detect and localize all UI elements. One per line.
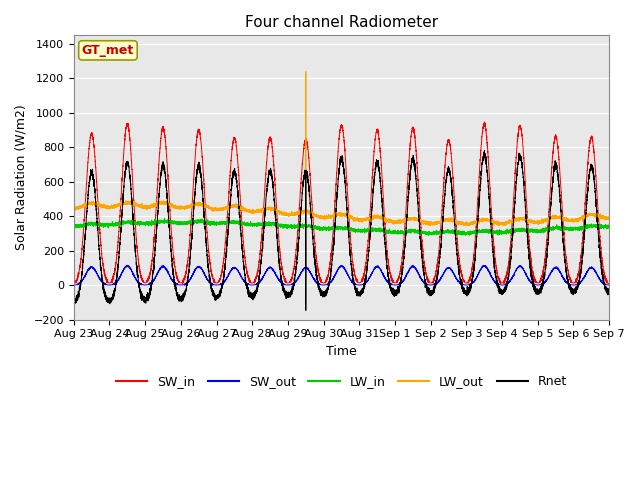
SW_in — [576, 260, 584, 265]
Line: SW_in: SW_in — [74, 122, 609, 284]
LW_out — [302, 69, 310, 74]
Line: LW_out: LW_out — [74, 72, 609, 226]
LW_in — [577, 226, 584, 231]
SW_in — [605, 281, 613, 287]
SW_in — [476, 157, 484, 163]
SW_out — [477, 267, 484, 273]
LW_out — [323, 214, 331, 219]
X-axis label: Time: Time — [326, 345, 357, 358]
SW_out — [461, 282, 469, 288]
Line: LW_in: LW_in — [74, 218, 609, 235]
SW_in — [323, 274, 331, 279]
Y-axis label: Solar Radiation (W/m2): Solar Radiation (W/m2) — [15, 105, 28, 251]
Rnet — [481, 148, 488, 154]
Rnet — [461, 288, 469, 294]
SW_in — [481, 119, 488, 125]
Line: SW_out: SW_out — [74, 265, 609, 285]
LW_out — [583, 213, 591, 218]
Rnet — [302, 308, 310, 313]
Rnet — [476, 184, 484, 190]
LW_out — [70, 205, 77, 211]
SW_out — [323, 282, 331, 288]
LW_in — [583, 222, 591, 228]
LW_in — [323, 226, 331, 232]
SW_in — [252, 276, 260, 281]
Rnet — [70, 299, 77, 304]
LW_out — [477, 216, 484, 222]
LW_in — [161, 216, 168, 221]
Line: Rnet: Rnet — [74, 151, 609, 311]
LW_in — [252, 221, 260, 227]
LW_in — [477, 228, 484, 233]
Text: GT_met: GT_met — [82, 44, 134, 57]
LW_in — [466, 232, 474, 238]
Title: Four channel Radiometer: Four channel Radiometer — [245, 15, 438, 30]
SW_in — [461, 280, 469, 286]
LW_out — [605, 215, 613, 221]
Rnet — [583, 196, 591, 202]
LW_out — [461, 220, 469, 226]
SW_out — [577, 279, 584, 285]
Rnet — [605, 288, 613, 293]
LW_out — [577, 216, 584, 222]
SW_out — [252, 282, 260, 288]
Rnet — [252, 289, 260, 295]
SW_out — [605, 282, 613, 288]
SW_out — [124, 263, 131, 268]
SW_out — [209, 282, 216, 288]
SW_in — [70, 281, 77, 287]
LW_out — [460, 223, 468, 228]
LW_out — [252, 208, 260, 214]
Legend: SW_in, SW_out, LW_in, LW_out, Rnet: SW_in, SW_out, LW_in, LW_out, Rnet — [111, 370, 572, 393]
LW_in — [605, 222, 613, 228]
SW_out — [583, 269, 591, 275]
LW_in — [70, 222, 77, 228]
Rnet — [323, 288, 331, 294]
LW_in — [461, 230, 469, 236]
SW_out — [70, 282, 77, 288]
Rnet — [577, 272, 584, 278]
SW_in — [583, 177, 591, 182]
